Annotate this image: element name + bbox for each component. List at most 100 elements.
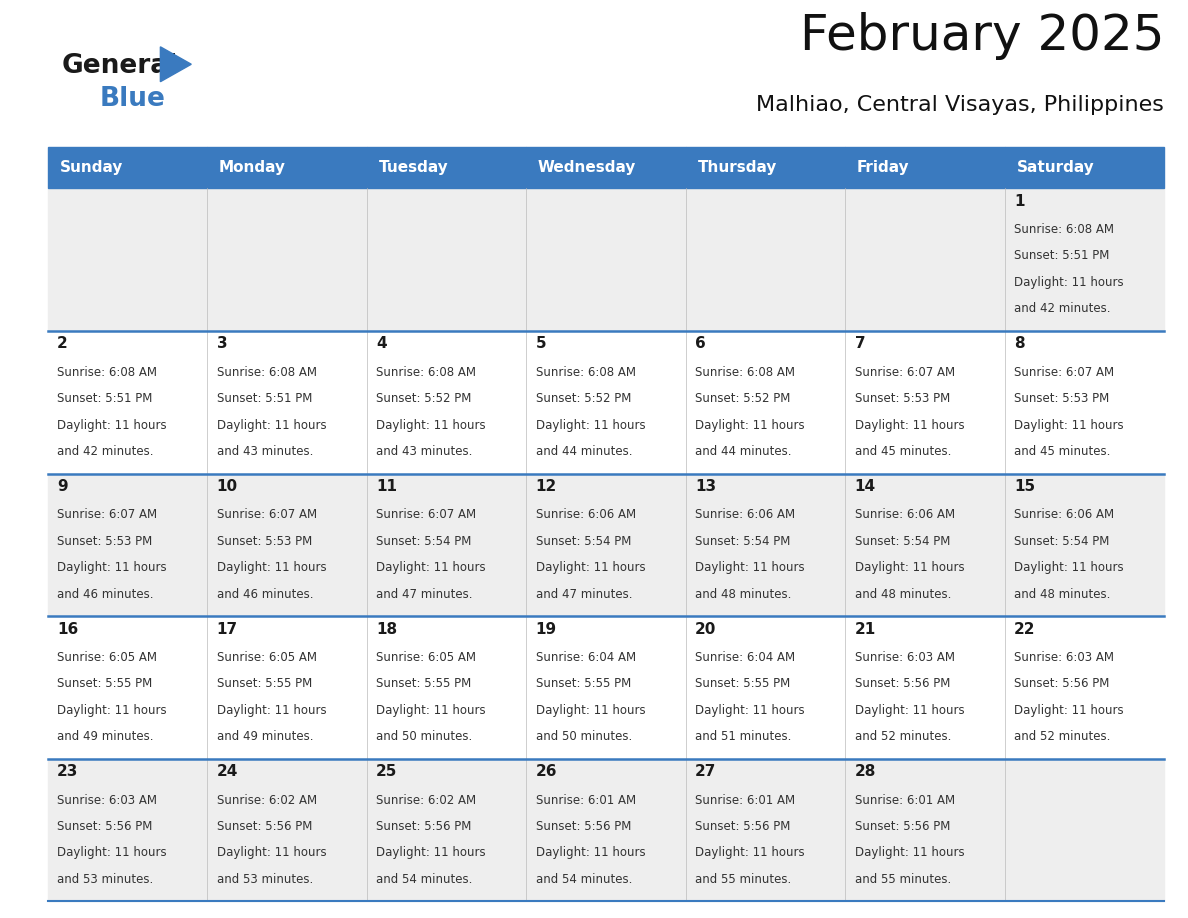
Text: Daylight: 11 hours: Daylight: 11 hours	[57, 419, 166, 431]
Bar	[685, 330, 845, 474]
Text: Saturday: Saturday	[1017, 160, 1094, 175]
Text: 3: 3	[216, 336, 227, 352]
Text: Sunset: 5:52 PM: Sunset: 5:52 PM	[695, 392, 790, 405]
Text: Sunrise: 6:01 AM: Sunrise: 6:01 AM	[854, 794, 955, 807]
Text: 5: 5	[536, 336, 546, 352]
Text: Sunrise: 6:08 AM: Sunrise: 6:08 AM	[216, 365, 316, 379]
Text: Sunset: 5:56 PM: Sunset: 5:56 PM	[854, 677, 950, 690]
Text: Daylight: 11 hours: Daylight: 11 hours	[695, 419, 804, 431]
Text: Sunset: 5:54 PM: Sunset: 5:54 PM	[377, 535, 472, 548]
Text: 16: 16	[57, 621, 78, 637]
Text: and 48 minutes.: and 48 minutes.	[854, 588, 952, 600]
Text: Daylight: 11 hours: Daylight: 11 hours	[1015, 419, 1124, 431]
Text: and 46 minutes.: and 46 minutes.	[216, 588, 314, 600]
Text: 22: 22	[1015, 621, 1036, 637]
Text: Sunrise: 6:02 AM: Sunrise: 6:02 AM	[377, 794, 476, 807]
Text: and 52 minutes.: and 52 minutes.	[854, 730, 952, 744]
Text: 20: 20	[695, 621, 716, 637]
Text: Sunrise: 6:07 AM: Sunrise: 6:07 AM	[377, 509, 476, 521]
Text: and 50 minutes.: and 50 minutes.	[377, 730, 473, 744]
Text: Daylight: 11 hours: Daylight: 11 hours	[216, 704, 327, 717]
Text: Sunrise: 6:02 AM: Sunrise: 6:02 AM	[216, 794, 317, 807]
Text: 6: 6	[695, 336, 706, 352]
Text: Daylight: 11 hours: Daylight: 11 hours	[57, 846, 166, 859]
Text: 24: 24	[216, 765, 238, 779]
Text: and 44 minutes.: and 44 minutes.	[695, 445, 791, 458]
Text: and 51 minutes.: and 51 minutes.	[695, 730, 791, 744]
Text: 18: 18	[377, 621, 397, 637]
Text: Sunset: 5:51 PM: Sunset: 5:51 PM	[1015, 250, 1110, 263]
Bar	[48, 330, 207, 474]
Text: Sunrise: 6:07 AM: Sunrise: 6:07 AM	[1015, 365, 1114, 379]
Text: 23: 23	[57, 765, 78, 779]
Bar	[367, 330, 526, 474]
Bar	[685, 474, 845, 616]
Text: and 48 minutes.: and 48 minutes.	[695, 588, 791, 600]
Text: 4: 4	[377, 336, 387, 352]
Text: Sunset: 5:53 PM: Sunset: 5:53 PM	[57, 535, 152, 548]
Text: 28: 28	[854, 765, 876, 779]
Text: Daylight: 11 hours: Daylight: 11 hours	[536, 846, 645, 859]
Text: Sunset: 5:52 PM: Sunset: 5:52 PM	[377, 392, 472, 405]
Text: Daylight: 11 hours: Daylight: 11 hours	[536, 561, 645, 574]
Text: 17: 17	[216, 621, 238, 637]
Text: Sunset: 5:56 PM: Sunset: 5:56 PM	[1015, 677, 1110, 690]
Text: 8: 8	[1015, 336, 1025, 352]
Text: Sunrise: 6:05 AM: Sunrise: 6:05 AM	[216, 651, 316, 664]
Bar	[1005, 188, 1164, 330]
Text: Sunset: 5:56 PM: Sunset: 5:56 PM	[536, 820, 631, 834]
Text: and 54 minutes.: and 54 minutes.	[377, 873, 473, 886]
Text: and 43 minutes.: and 43 minutes.	[216, 445, 312, 458]
Text: Daylight: 11 hours: Daylight: 11 hours	[377, 704, 486, 717]
Text: and 52 minutes.: and 52 minutes.	[1015, 730, 1111, 744]
Text: Sunset: 5:52 PM: Sunset: 5:52 PM	[536, 392, 631, 405]
Text: and 49 minutes.: and 49 minutes.	[57, 730, 153, 744]
Text: Daylight: 11 hours: Daylight: 11 hours	[216, 846, 327, 859]
Text: and 54 minutes.: and 54 minutes.	[536, 873, 632, 886]
Text: Daylight: 11 hours: Daylight: 11 hours	[536, 704, 645, 717]
Bar	[845, 616, 1005, 759]
Text: Sunset: 5:53 PM: Sunset: 5:53 PM	[1015, 392, 1110, 405]
Text: and 42 minutes.: and 42 minutes.	[57, 445, 153, 458]
Text: Wednesday: Wednesday	[538, 160, 637, 175]
Text: Daylight: 11 hours: Daylight: 11 hours	[695, 561, 804, 574]
Text: Sunset: 5:56 PM: Sunset: 5:56 PM	[377, 820, 472, 834]
Text: Sunset: 5:56 PM: Sunset: 5:56 PM	[695, 820, 790, 834]
Bar	[367, 188, 526, 330]
Text: Daylight: 11 hours: Daylight: 11 hours	[57, 704, 166, 717]
Text: Sunrise: 6:07 AM: Sunrise: 6:07 AM	[57, 509, 157, 521]
Bar	[685, 147, 845, 188]
Bar	[845, 759, 1005, 901]
Text: and 53 minutes.: and 53 minutes.	[216, 873, 312, 886]
Bar	[207, 616, 367, 759]
Text: Daylight: 11 hours: Daylight: 11 hours	[854, 846, 965, 859]
Text: Monday: Monday	[219, 160, 286, 175]
Text: Sunset: 5:55 PM: Sunset: 5:55 PM	[57, 677, 152, 690]
Text: and 48 minutes.: and 48 minutes.	[1015, 588, 1111, 600]
Bar	[1005, 474, 1164, 616]
Text: Blue: Blue	[100, 86, 165, 113]
Text: Daylight: 11 hours: Daylight: 11 hours	[1015, 561, 1124, 574]
Bar	[526, 330, 685, 474]
Bar	[526, 188, 685, 330]
Bar	[207, 474, 367, 616]
Text: Tuesday: Tuesday	[379, 160, 448, 175]
Text: Sunrise: 6:01 AM: Sunrise: 6:01 AM	[695, 794, 795, 807]
Text: Sunset: 5:54 PM: Sunset: 5:54 PM	[854, 535, 950, 548]
Text: Sunset: 5:51 PM: Sunset: 5:51 PM	[216, 392, 312, 405]
Text: 11: 11	[377, 479, 397, 494]
Text: 14: 14	[854, 479, 876, 494]
Bar	[48, 188, 207, 330]
Text: 15: 15	[1015, 479, 1035, 494]
Text: General: General	[62, 53, 178, 80]
Text: Daylight: 11 hours: Daylight: 11 hours	[57, 561, 166, 574]
Text: and 43 minutes.: and 43 minutes.	[377, 445, 473, 458]
Text: Sunrise: 6:08 AM: Sunrise: 6:08 AM	[695, 365, 795, 379]
Bar	[526, 616, 685, 759]
Text: Daylight: 11 hours: Daylight: 11 hours	[377, 419, 486, 431]
Bar	[845, 188, 1005, 330]
Bar	[207, 188, 367, 330]
Text: Daylight: 11 hours: Daylight: 11 hours	[854, 419, 965, 431]
Text: Sunrise: 6:03 AM: Sunrise: 6:03 AM	[57, 794, 157, 807]
Text: Sunset: 5:56 PM: Sunset: 5:56 PM	[57, 820, 152, 834]
